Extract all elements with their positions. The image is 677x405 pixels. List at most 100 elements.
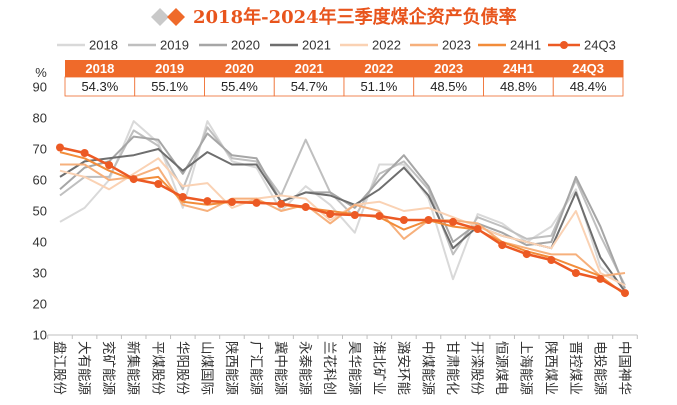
x-category-label: 大有能源	[77, 341, 92, 395]
data-point-24q3-23	[596, 274, 605, 283]
x-category-label: 冀中能源	[273, 341, 288, 395]
y-tick-label: 60	[33, 173, 47, 188]
table-header-label: 2018	[85, 61, 114, 76]
x-category-label: 恒源煤电	[494, 341, 509, 395]
x-category-label: 陕西煤业	[543, 341, 558, 395]
legend-label-24h1: 24H1	[510, 38, 541, 53]
x-category-label: 晋控煤业	[568, 341, 583, 395]
y-axis-unit-label: %	[35, 65, 47, 80]
table-value: 55.4%	[221, 79, 258, 94]
data-point-24q3-7	[203, 197, 212, 206]
data-point-24q3-14	[375, 212, 384, 220]
y-tick-label: 10	[33, 328, 47, 343]
table-value: 54.7%	[291, 79, 328, 94]
x-category-label: 中煤能源	[420, 341, 435, 395]
table-header-cell	[553, 60, 624, 77]
x-category-label: 盘江股份	[52, 341, 68, 395]
data-point-24q3-12	[326, 210, 335, 219]
y-tick-label: 20	[33, 297, 47, 312]
table-header-cell	[65, 60, 136, 77]
data-point-24q3-1	[56, 143, 64, 152]
table-header-cell	[274, 60, 345, 77]
diamond-gray-icon	[151, 8, 169, 26]
series-line-24h1	[59, 151, 626, 296]
legend-item-2021: 2021	[270, 38, 331, 53]
table-header-label: 2023	[434, 61, 463, 76]
x-category-label: 永泰能源	[298, 341, 313, 395]
table-value-cell	[552, 76, 624, 97]
table-value: 54.3%	[81, 79, 118, 94]
data-point-24q3-11	[301, 203, 310, 211]
y-tick-label: 40	[33, 235, 47, 250]
x-category-label: 淮北矿业	[371, 341, 386, 395]
table-header-cell	[483, 60, 554, 77]
legend-item-2018: 2018	[57, 38, 118, 53]
legend-item-24q3: 24Q3	[548, 38, 616, 53]
x-category-label: 山煤国际	[199, 341, 214, 395]
series-line-2019	[59, 126, 626, 286]
legend-item-2020: 2020	[199, 38, 260, 53]
x-category-label: 中国神华	[617, 341, 632, 395]
data-point-24q3-2	[80, 149, 89, 157]
table-header-label: 2020	[225, 61, 254, 76]
data-point-24q3-24	[621, 289, 629, 298]
data-point-24q3-20	[522, 250, 531, 259]
y-tick-label: 70	[33, 142, 47, 157]
y-axis: 10 20 30 40 50 60 70 80 90	[33, 80, 47, 343]
legend-label-2022: 2022	[372, 38, 401, 53]
data-point-24q3-16	[424, 216, 433, 224]
data-point-24q3-6	[178, 193, 187, 201]
data-point-24q3-10	[277, 199, 286, 208]
x-category-label: 陕西能源	[224, 341, 239, 395]
x-category-label: 上海能源	[519, 341, 534, 395]
summary-table: 2018 54.3% 2019 55.1% 2020 55.4% 2021 54.7% 2022…	[64, 60, 624, 97]
x-category-label: 开滦股份	[470, 341, 485, 395]
data-point-24q3-21	[547, 256, 556, 264]
series-line-24q3	[59, 146, 626, 295]
table-header-label: 24Q3	[572, 61, 604, 76]
x-category-label: 平煤股份	[150, 341, 165, 395]
table-header-label: 2019	[155, 61, 184, 76]
legend: 2018 2019 2020 2021 2022 2023 24H1 24Q3	[57, 38, 616, 53]
legend-label-2019: 2019	[160, 38, 189, 53]
x-category-label: 电投能源	[592, 341, 607, 395]
x-category-label: 新集能源	[126, 341, 141, 395]
chart-title-group: 2018年-2024年三季度煤企资产负债率	[151, 6, 517, 28]
x-category-label: 广汇能源	[249, 341, 264, 395]
legend-label-2020: 2020	[231, 38, 260, 53]
data-point-24q3-5	[154, 180, 163, 188]
x-category-label: 华阳股份	[175, 341, 190, 395]
table-value: 48.5%	[430, 79, 467, 94]
data-point-24q3-22	[571, 269, 580, 277]
legend-label-2018: 2018	[89, 38, 118, 53]
data-point-24q3-3	[105, 161, 114, 170]
table-value: 51.1%	[360, 79, 397, 94]
legend-label-2023: 2023	[442, 38, 471, 53]
chart-title: 2018年-2024年三季度煤企资产负债率	[193, 6, 517, 28]
x-axis: 盘江股份 大有能源 兖矿能源 新集能源 平煤股份 华阳股份 山煤国际 陕西能源 广汇能源 冀中能源…	[47, 334, 638, 395]
table-value: 55.1%	[151, 79, 188, 94]
data-point-24q3-8	[228, 198, 236, 206]
y-tick-label: 90	[33, 80, 47, 95]
data-point-24q3-9	[252, 198, 261, 207]
y-tick-label: 30	[33, 266, 47, 281]
data-point-24q3-17	[449, 217, 457, 226]
x-category-label: 甘肃能化	[445, 341, 460, 395]
legend-item-2023: 2023	[410, 38, 471, 53]
x-category-label: 昊华能源	[347, 341, 362, 395]
data-point-24q3-15	[399, 216, 408, 224]
legend-item-2019: 2019	[128, 38, 189, 53]
diamond-orange-icon	[167, 8, 185, 26]
data-point-24q3-4	[129, 175, 138, 184]
legend-label-2021: 2021	[302, 38, 331, 53]
x-category-label: 潞安环能	[396, 341, 411, 395]
data-point-24q3-13	[350, 211, 359, 219]
table-header-cell	[413, 60, 484, 77]
series-group	[56, 120, 629, 298]
table-header-label: 2022	[364, 61, 393, 76]
x-category-label: 兰花科创	[322, 341, 337, 395]
table-header-cell	[344, 60, 415, 77]
y-tick-label: 50	[33, 204, 47, 219]
data-point-24q3-18	[473, 225, 482, 233]
table-header-cell	[204, 60, 275, 77]
